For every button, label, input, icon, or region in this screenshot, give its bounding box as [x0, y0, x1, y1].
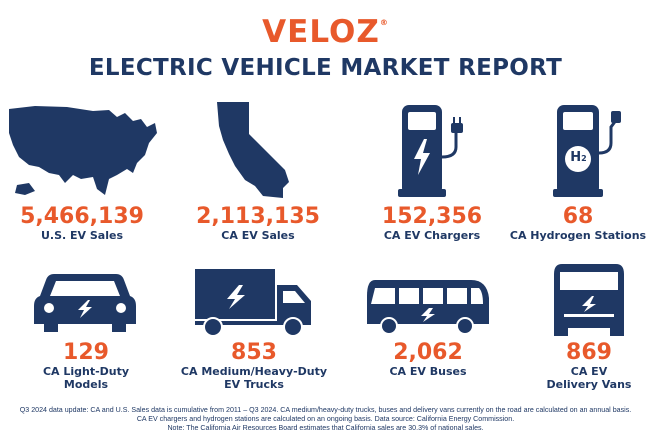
stat-ca-ev-chargers: 152,356 CA EV Chargers: [351, 204, 513, 243]
stat-value: 2,062: [393, 340, 463, 365]
bus-icon: [367, 280, 489, 335]
stat-label-line1: CA EV: [570, 365, 608, 378]
h2-label: H2: [570, 150, 587, 165]
stat-label-line1: CA Medium/Heavy-Duty: [180, 365, 328, 378]
footnote: Q3 2024 data update: CA and U.S. Sales d…: [0, 406, 651, 434]
page-title: ELECTRIC VEHICLE MARKET REPORT: [88, 55, 563, 81]
stat-label-line1: CA Light-Duty: [42, 365, 130, 378]
veloz-logo: VELOZ®: [262, 14, 389, 50]
stat-ca-ev-trucks: 853 CA Medium/Heavy-Duty EV Trucks: [173, 340, 335, 392]
stat-label-line2: EV Trucks: [224, 378, 284, 391]
stat-label: CA Hydrogen Stations: [509, 229, 647, 242]
stat-ca-ev-sales: 2,113,135 CA EV Sales: [177, 204, 339, 243]
footnote-line2: CA EV chargers and hydrogen stations are…: [136, 415, 515, 424]
stat-value: 68: [562, 204, 594, 229]
stat-value: 869: [566, 340, 612, 365]
stat-value: 129: [63, 340, 109, 365]
registered-mark: ®: [379, 18, 389, 27]
car-icon: [34, 274, 136, 332]
stat-ca-ev-buses: 2,062 CA EV Buses: [347, 340, 509, 379]
stat-label: CA EV Sales: [221, 229, 295, 242]
footnote-line3: Note: The California Air Resources Board…: [167, 424, 484, 433]
stat-label: CA EV Chargers: [383, 229, 481, 242]
stat-value: 2,113,135: [196, 204, 320, 229]
stat-ca-ev-delivery-vans: 869 CA EV Delivery Vans: [508, 340, 651, 392]
truck-icon: [195, 269, 311, 337]
stat-label-line2: Models: [63, 378, 109, 391]
stat-ca-light-duty-models: 129 CA Light-Duty Models: [5, 340, 167, 392]
stat-label: U.S. EV Sales: [40, 229, 124, 242]
us-map-icon: [9, 106, 157, 195]
california-map-icon: [217, 102, 289, 198]
stat-value: 853: [231, 340, 277, 365]
stat-label-line1: CA EV Buses: [389, 365, 467, 378]
stat-value: 152,356: [381, 204, 483, 229]
ev-charger-icon: [398, 105, 463, 197]
footnote-line1: Q3 2024 data update: CA and U.S. Sales d…: [19, 406, 632, 414]
stat-value: 5,466,139: [20, 204, 144, 229]
van-icon: [554, 264, 624, 336]
stat-ca-hydrogen-stations: 68 CA Hydrogen Stations: [497, 204, 651, 243]
stat-label-line2: Delivery Vans: [546, 378, 632, 391]
hydrogen-station-icon: [553, 105, 621, 197]
stat-us-ev-sales: 5,466,139 U.S. EV Sales: [1, 204, 163, 243]
